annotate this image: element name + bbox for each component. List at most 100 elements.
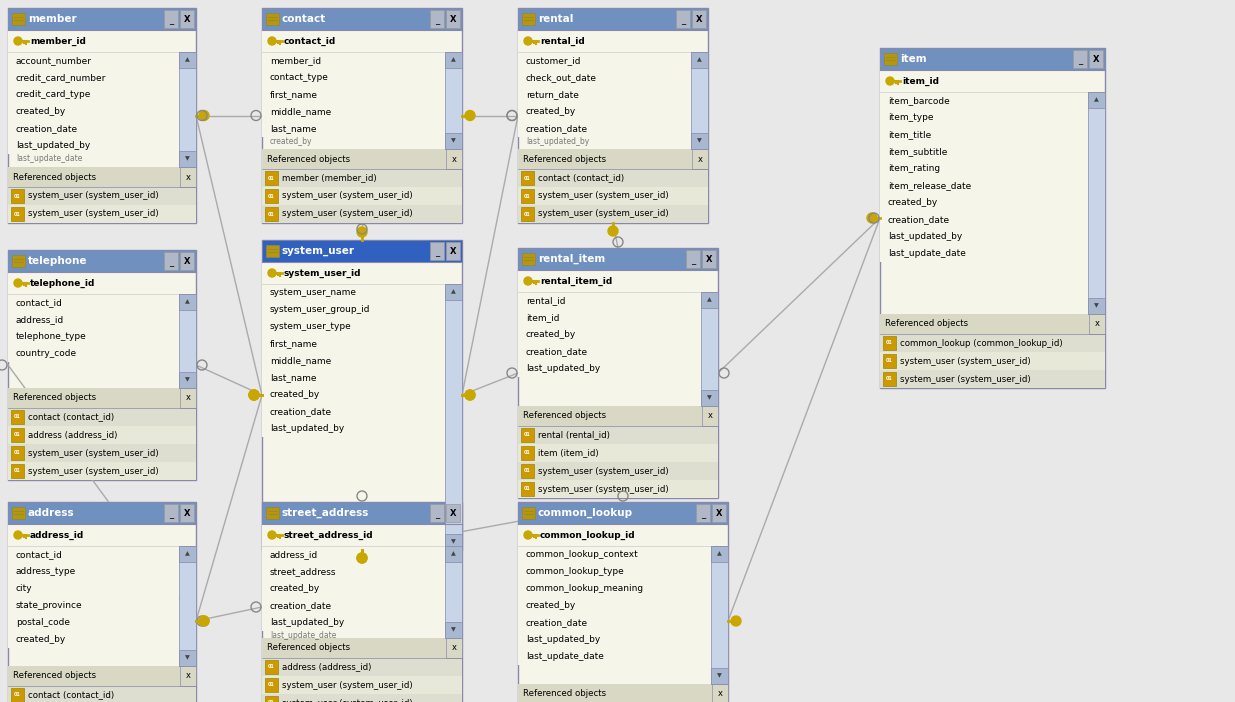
FancyBboxPatch shape [446,504,459,522]
Circle shape [357,553,367,563]
Text: Referenced objects: Referenced objects [885,319,968,329]
FancyBboxPatch shape [446,242,459,260]
Circle shape [14,531,22,539]
Text: created_by: created_by [270,584,320,593]
Text: ▼: ▼ [451,138,456,143]
Text: address: address [28,508,74,518]
Circle shape [867,213,877,223]
FancyBboxPatch shape [262,403,445,420]
Text: contact_id: contact_id [16,550,63,559]
FancyBboxPatch shape [7,328,179,345]
Text: X: X [450,15,456,23]
Text: _: _ [169,17,173,25]
FancyBboxPatch shape [262,502,462,702]
Text: x: x [452,154,457,164]
FancyBboxPatch shape [7,86,179,103]
Text: last_update_date: last_update_date [888,249,966,258]
FancyBboxPatch shape [1088,298,1105,314]
Text: Referenced objects: Referenced objects [14,394,96,402]
Text: ▲: ▲ [185,300,190,305]
FancyBboxPatch shape [262,676,462,694]
Text: 01: 01 [524,486,531,491]
FancyBboxPatch shape [517,426,718,444]
FancyBboxPatch shape [881,334,1105,352]
Text: system_user_type: system_user_type [270,322,352,331]
Text: created_by: created_by [270,390,320,399]
FancyBboxPatch shape [517,187,708,205]
FancyBboxPatch shape [262,614,445,631]
Circle shape [524,37,532,45]
FancyBboxPatch shape [517,631,711,648]
Text: X: X [450,508,456,517]
FancyBboxPatch shape [517,248,718,270]
Text: first_name: first_name [270,339,317,348]
Text: ▲: ▲ [1094,98,1099,102]
Text: system_user (system_user_id): system_user (system_user_id) [538,209,668,218]
Circle shape [731,616,741,626]
Text: 01: 01 [524,211,531,216]
FancyBboxPatch shape [7,103,179,120]
FancyBboxPatch shape [11,410,23,424]
Text: ▲: ▲ [451,289,456,295]
FancyBboxPatch shape [7,524,179,546]
Text: item_type: item_type [888,113,934,122]
FancyBboxPatch shape [180,388,196,408]
Text: country_code: country_code [16,349,77,358]
Text: ▼: ▼ [185,378,190,383]
Text: rental (rental_id): rental (rental_id) [538,430,610,439]
Text: created_by: created_by [16,635,67,644]
FancyBboxPatch shape [262,420,445,437]
Text: creation_date: creation_date [526,618,588,627]
FancyBboxPatch shape [7,666,180,686]
FancyBboxPatch shape [517,524,711,546]
FancyBboxPatch shape [517,248,718,498]
Text: 01: 01 [14,468,21,474]
FancyBboxPatch shape [266,660,278,674]
FancyBboxPatch shape [701,250,716,268]
Text: created_by: created_by [270,137,312,146]
Text: address_id: address_id [30,531,84,540]
FancyBboxPatch shape [881,314,1089,334]
Text: item_id: item_id [902,77,939,86]
Text: _: _ [1078,56,1082,65]
Text: last_update_date: last_update_date [270,631,336,640]
FancyBboxPatch shape [445,284,462,300]
Text: Referenced objects: Referenced objects [14,173,96,182]
FancyBboxPatch shape [180,10,194,28]
Circle shape [466,390,475,400]
FancyBboxPatch shape [517,149,692,169]
Text: system_user (system_user_id): system_user (system_user_id) [282,192,412,201]
FancyBboxPatch shape [262,30,445,52]
Text: creation_date: creation_date [526,347,588,356]
Circle shape [199,616,209,626]
FancyBboxPatch shape [7,52,179,69]
FancyBboxPatch shape [517,580,711,597]
Text: last_name: last_name [270,124,316,133]
Text: rental: rental [538,14,573,24]
FancyBboxPatch shape [262,52,445,69]
Text: item_rating: item_rating [888,164,940,173]
Text: x: x [185,394,190,402]
FancyBboxPatch shape [266,245,279,257]
Text: x: x [698,154,703,164]
FancyBboxPatch shape [521,189,534,203]
FancyBboxPatch shape [11,446,23,460]
FancyBboxPatch shape [517,103,692,120]
Text: created_by: created_by [888,198,939,207]
Text: 01: 01 [14,451,21,456]
Circle shape [357,227,367,237]
FancyBboxPatch shape [1088,92,1105,314]
Circle shape [199,110,209,121]
FancyBboxPatch shape [517,52,692,69]
FancyBboxPatch shape [266,678,278,692]
FancyBboxPatch shape [522,253,535,265]
Text: street_address: street_address [270,567,336,576]
FancyBboxPatch shape [692,133,708,149]
FancyBboxPatch shape [517,120,692,137]
Circle shape [524,277,532,285]
Text: ▼: ▼ [697,138,701,143]
Circle shape [249,390,259,400]
FancyBboxPatch shape [430,10,445,28]
FancyBboxPatch shape [517,546,711,563]
FancyBboxPatch shape [881,352,1105,370]
